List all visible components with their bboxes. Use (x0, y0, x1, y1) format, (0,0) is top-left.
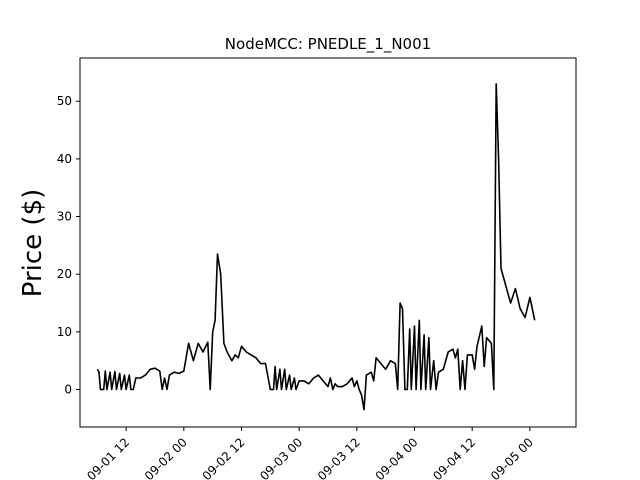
x-tick-label: 09-05 00 (488, 435, 536, 480)
y-tick-label: 10 (57, 325, 72, 339)
x-tick-label: 09-04 12 (430, 435, 478, 480)
x-axis-ticks: 09-01 12 09-02 00 09-02 12 09-03 00 09-03 12… (84, 427, 536, 480)
y-axis-ticks: 0 10 20 30 40 50 (57, 94, 80, 397)
x-tick-label: 09-01 12 (84, 435, 132, 480)
series-layer (96, 83, 536, 411)
chart-title: NodeMCC: PNEDLE_1_N001 (225, 35, 431, 54)
series-line (96, 83, 536, 411)
y-tick-label: 0 (64, 383, 72, 397)
x-tick-label: 09-02 00 (142, 435, 190, 480)
y-tick-label: 40 (57, 152, 72, 166)
x-tick-label: 09-04 00 (373, 435, 421, 480)
y-tick-label: 20 (57, 267, 72, 281)
x-tick-label: 09-03 00 (257, 435, 305, 480)
x-tick-label: 09-02 12 (200, 435, 248, 480)
y-tick-label: 50 (57, 94, 72, 108)
x-tick-label: 09-03 12 (315, 435, 363, 480)
y-tick-label: 30 (57, 210, 72, 224)
plot-frame (79, 57, 577, 428)
y-axis-label: Price ($) (18, 189, 48, 298)
